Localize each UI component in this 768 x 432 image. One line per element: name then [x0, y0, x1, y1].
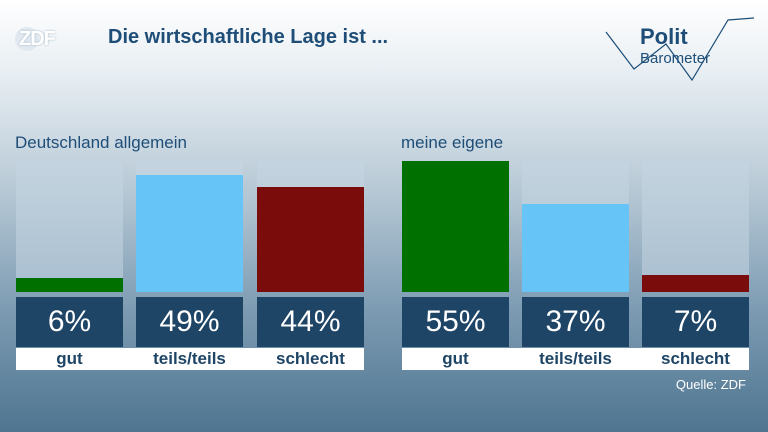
- category-label-deutschland-teils: teils/teils: [153, 349, 226, 368]
- category-label-eigene-teils: teils/teils: [539, 349, 612, 368]
- bar-eigene-gut: [402, 161, 509, 292]
- bar-eigene-teils: [522, 203, 629, 292]
- value-label-deutschland-teils: 49%: [136, 297, 243, 347]
- value-label-eigene-teils: 37%: [522, 297, 629, 347]
- value-label-deutschland-schlecht: 44%: [257, 297, 364, 347]
- bar-track-deutschland-schlecht: [257, 161, 364, 292]
- category-label-deutschland-gut: gut: [56, 349, 83, 368]
- category-label-deutschland-schlecht: schlecht: [276, 349, 345, 368]
- group-title-eigene: meine eigene: [401, 133, 504, 152]
- brand-barometer: Barometer: [640, 50, 711, 67]
- bar-deutschland-schlecht: [257, 187, 364, 292]
- politbarometer-logo: Polit Barometer: [604, 14, 755, 94]
- group-title-deutschland: Deutschland allgemein: [15, 133, 187, 152]
- bar-deutschland-gut: [16, 277, 123, 292]
- bar-track-eigene-gut: [402, 161, 509, 292]
- bar-track-deutschland-teils: [136, 161, 243, 292]
- zdf-logo: ZDF: [15, 26, 75, 52]
- category-label-eigene-gut: gut: [442, 349, 469, 368]
- bar-track-deutschland-gut: [16, 161, 123, 292]
- politbarometer-zigzag-icon: [605, 17, 755, 82]
- value-label-eigene-gut: 55%: [402, 297, 509, 347]
- value-label-deutschland-gut: 6%: [16, 297, 123, 347]
- chart-title: Die wirtschaftliche Lage ist ...: [108, 26, 389, 48]
- value-label-eigene-schlecht: 7%: [642, 297, 749, 347]
- bar-track-eigene-schlecht: [642, 161, 749, 292]
- source-note: Quelle: ZDF: [675, 377, 746, 392]
- bar-track-eigene-teils: [522, 161, 629, 292]
- category-label-eigene-schlecht: schlecht: [661, 349, 730, 368]
- category-strip-eigene: [402, 348, 749, 370]
- category-strip-deutschland: [16, 348, 364, 370]
- brand-polit: Polit: [640, 24, 688, 49]
- bar-deutschland-teils: [136, 175, 243, 292]
- bar-eigene-schlecht: [642, 275, 749, 292]
